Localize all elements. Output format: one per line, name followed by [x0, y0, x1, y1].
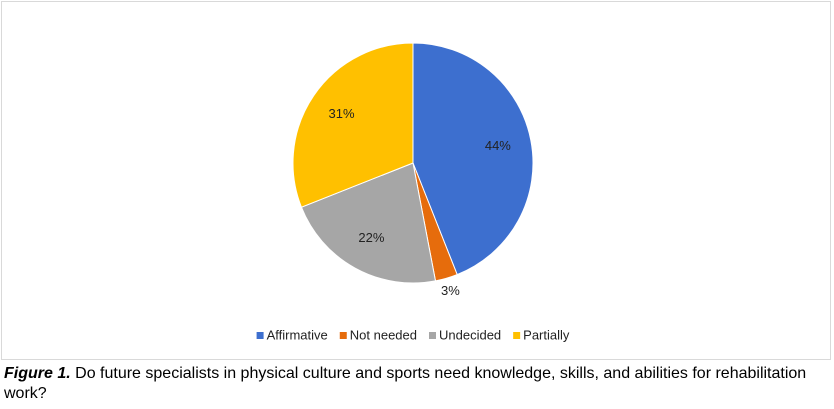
- legend-marker: [339, 332, 347, 339]
- legend-marker: [429, 332, 436, 339]
- pie-slice: [412, 42, 534, 276]
- legend-marker: [513, 332, 521, 339]
- data-label: 3%: [441, 283, 460, 298]
- legend-label: Affirmative: [267, 327, 328, 342]
- legend-label: Not needed: [350, 327, 417, 342]
- chart: 44% 3% 22% 31% Affirmative Not needed Undecide…: [1, 1, 831, 360]
- caption-text: Do future specialists in physical cultur…: [4, 365, 807, 402]
- pie-slice: [292, 42, 414, 208]
- pie-slice: [300, 162, 437, 284]
- legend-marker: [256, 332, 264, 339]
- figure-label: Figure 1.: [4, 365, 71, 382]
- data-label: 31%: [329, 106, 355, 121]
- data-label: 22%: [358, 230, 384, 245]
- data-label: 44%: [485, 138, 511, 153]
- legend-label: Partially: [523, 327, 570, 342]
- figure-caption: Figure 1. Do future specialists in physi…: [4, 364, 832, 404]
- legend-label: Undecided: [439, 327, 501, 342]
